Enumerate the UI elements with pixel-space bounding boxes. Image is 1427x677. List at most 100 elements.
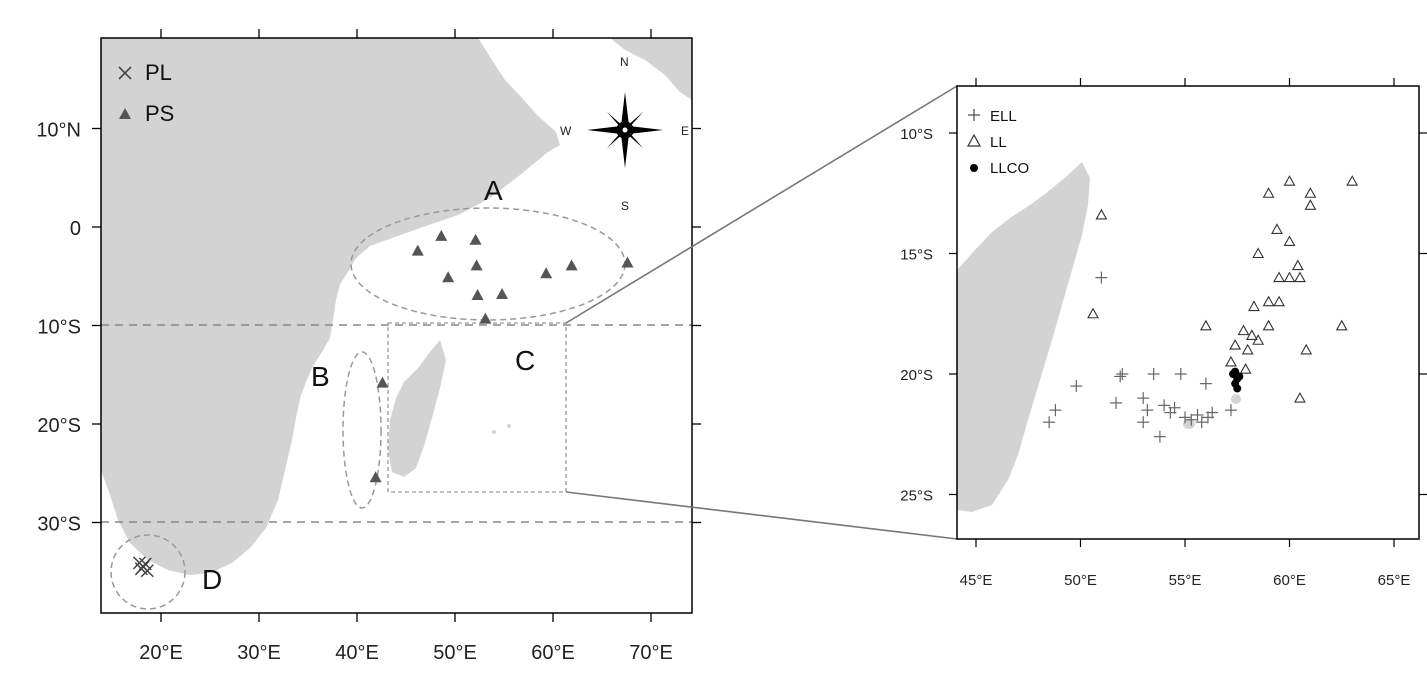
ell-point (1168, 401, 1181, 414)
left-legend: PL PS (118, 60, 174, 126)
compass-n-label: N (620, 55, 629, 69)
ell-point (1095, 271, 1108, 284)
y-tick-label: 10°S (900, 126, 933, 143)
y-tick-label: 20°S (37, 415, 81, 437)
x-tick-label: 45°E (960, 572, 993, 589)
island-mauritius (507, 424, 511, 428)
ll-point (1239, 363, 1252, 374)
ll-point (1241, 343, 1254, 355)
ps-point (411, 244, 424, 256)
ll-point (1262, 295, 1275, 307)
ps-point (470, 259, 483, 271)
left-map-axes: 20°E 30°E 40°E 50°E 60°E 70°E 10°N 0 10°S 20°S 30°… (36, 29, 701, 664)
ps-point (469, 233, 482, 245)
ell-point (1137, 392, 1150, 405)
ell-point (1137, 416, 1150, 429)
compass-s-label: S (621, 199, 629, 213)
x-tick-label: 55°E (1169, 572, 1202, 589)
ps-point (540, 267, 553, 279)
compass-w-label: W (560, 124, 572, 138)
left-map: A B C D N S W E PL (36, 29, 701, 664)
region-label-d: D (202, 564, 222, 595)
x-tick-label: 60°E (1273, 572, 1306, 589)
legend-open-triangle-icon (966, 133, 982, 147)
ll-point (1087, 307, 1099, 319)
y-tick-label: 15°S (900, 247, 933, 264)
ll-point (1300, 343, 1313, 355)
right-map-axes: 45°E 50°E 55°E 60°E 65°E 10°S 15°S 20°S 25°S (900, 78, 1427, 589)
ll-point (1283, 175, 1296, 186)
ll-point (1283, 235, 1296, 246)
ell-point (1174, 368, 1187, 380)
x-tick-label: 40°E (335, 642, 379, 664)
llco-point (1231, 367, 1240, 376)
legend-label-ps: PS (145, 101, 174, 126)
ll-point (1273, 271, 1285, 283)
region-label-c: C (515, 345, 535, 376)
right-legend: ELL LL LLCO (966, 108, 1029, 177)
island-mauritius-zoom (1231, 394, 1241, 404)
legend-plus-icon (968, 109, 980, 121)
zoom-connector-top (565, 85, 958, 324)
region-c-outline (387, 322, 567, 493)
pl-point-stroke (138, 557, 152, 571)
arabia-landmass (610, 38, 692, 100)
right-map-frame (956, 85, 1420, 540)
madagascar-zoom (957, 162, 1090, 512)
zoom-connector-bottom (565, 491, 958, 540)
x-tick-label: 65°E (1378, 572, 1411, 589)
ell-point (1185, 413, 1198, 426)
x-tick-label: 30°E (237, 642, 281, 664)
island-reunion (492, 430, 496, 434)
ell-point (1158, 399, 1171, 412)
ll-point (1225, 355, 1237, 367)
ll-point (1335, 319, 1348, 331)
pl-point-stroke (140, 564, 154, 578)
legend-cross-icon (118, 66, 132, 80)
ell-point (1141, 404, 1154, 417)
x-tick-label: 50°E (1064, 572, 1097, 589)
ps-point (479, 312, 492, 324)
left-map-points (132, 229, 634, 578)
ell-point (1116, 368, 1129, 380)
region-d-outline (110, 534, 186, 610)
ell-point (1206, 406, 1219, 419)
ps-point (565, 259, 578, 271)
ell-point (1114, 370, 1127, 383)
ell-point (1179, 411, 1191, 424)
ll-point (1262, 187, 1275, 198)
ll-point (1304, 187, 1317, 198)
y-tick-label: 10°N (36, 120, 81, 142)
region-b-outline (342, 351, 382, 509)
ell-point (1191, 408, 1204, 421)
y-tick-label: 10°S (37, 317, 81, 339)
right-map-points (1043, 175, 1359, 443)
region-label-a: A (484, 175, 503, 206)
ll-point (1252, 334, 1265, 345)
legend-label-ell: ELL (990, 108, 1017, 125)
region-label-b: B (311, 361, 330, 392)
ll-point (1294, 391, 1306, 403)
ell-point (1110, 396, 1123, 409)
ll-point (1273, 295, 1285, 307)
ps-point (496, 287, 509, 299)
ell-point (1043, 416, 1056, 429)
ll-point (1229, 338, 1242, 350)
compass-rose: N S W E (560, 55, 689, 213)
legend-label-ll: LL (990, 134, 1007, 151)
ll-point (1252, 247, 1265, 259)
ps-point (621, 256, 634, 268)
legend-triangle-icon (119, 108, 131, 119)
y-tick-label: 25°S (900, 488, 933, 505)
right-map: ELL LL LLCO 45°E 50°E 55°E 60°E 65°E 10°S 15°S… (900, 78, 1427, 589)
ps-point (376, 376, 389, 388)
ll-point (1291, 259, 1304, 271)
x-tick-label: 50°E (433, 642, 477, 664)
ll-point (1262, 319, 1275, 331)
y-tick-label: 30°S (37, 514, 81, 536)
ell-point (1224, 404, 1237, 417)
ell-point (1195, 416, 1208, 429)
left-map-land (101, 38, 692, 575)
x-tick-label: 70°E (629, 642, 673, 664)
